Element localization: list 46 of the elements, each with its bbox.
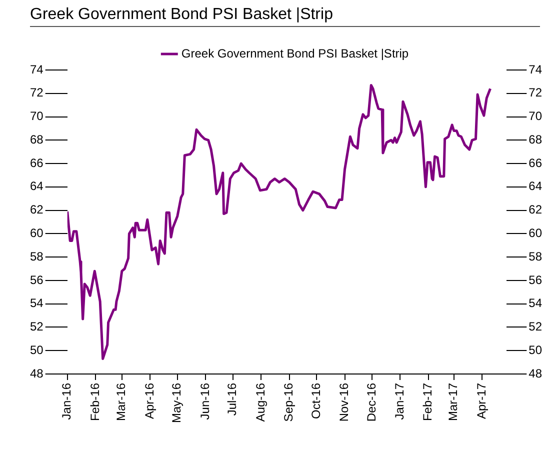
x-tick-label: Sep-16 [282, 382, 296, 422]
y-tick-label: 48 [30, 366, 44, 380]
y-tick-label: 74 [30, 62, 44, 76]
y2-tick-label: 56 [528, 272, 542, 287]
y2-tick-label: 68 [528, 132, 542, 146]
x-tick-label: Jan-16 [60, 382, 74, 420]
x-tick-label: Mar-17 [446, 382, 460, 421]
x-tick-label: Oct-16 [308, 382, 323, 419]
y-tick-label: 52 [30, 320, 44, 334]
y2-tick-label: 74 [528, 62, 542, 76]
y-tick-label: 62 [30, 202, 44, 217]
x-tick-label: Mar-16 [114, 382, 128, 421]
y-tick-label: 50 [30, 342, 44, 357]
x-tick-label: Jul-16 [225, 382, 240, 416]
x-tick-label: Nov-16 [337, 382, 352, 422]
y-tick-label: 56 [30, 272, 44, 287]
x-tick-label: Apr-17 [474, 382, 488, 420]
x-tick-label: Feb-17 [420, 382, 435, 422]
y2-tick-label: 54 [528, 296, 542, 310]
y2-tick-label: 70 [528, 109, 542, 124]
y-tick-label: 72 [30, 86, 44, 100]
y2-tick-label: 62 [528, 202, 542, 217]
y-tick-label: 66 [30, 156, 44, 170]
x-tick-label: Apr-16 [142, 382, 156, 420]
y2-tick-label: 64 [528, 179, 542, 194]
y2-tick-label: 72 [528, 86, 542, 100]
legend-label: Greek Government Bond PSI Basket |Strip [181, 46, 409, 60]
y2-tick-label: 66 [528, 156, 542, 170]
chart-title: Greek Government Bond PSI Basket |Strip [30, 6, 540, 27]
y2-tick-label: 58 [528, 249, 542, 264]
y-tick-label: 64 [30, 179, 44, 194]
y-tick-label: 70 [30, 109, 44, 124]
x-tick-label: Dec-16 [364, 382, 378, 422]
x-tick-label: Jan-17 [392, 382, 407, 420]
y2-tick-label: 50 [528, 342, 542, 357]
y-tick-label: 54 [30, 296, 44, 310]
y2-tick-label: 52 [528, 320, 542, 334]
y-tick-label: 68 [30, 132, 44, 146]
x-tick-label: Aug-16 [253, 382, 268, 422]
x-tick-label: May-16 [170, 382, 184, 423]
y-tick-label: 60 [30, 226, 44, 240]
y-tick-label: 58 [30, 249, 44, 264]
y2-tick-label: 48 [528, 366, 542, 380]
x-tick-label: Feb-16 [88, 382, 102, 422]
x-tick-label: Jun-16 [198, 382, 212, 420]
y2-tick-label: 60 [528, 226, 542, 240]
